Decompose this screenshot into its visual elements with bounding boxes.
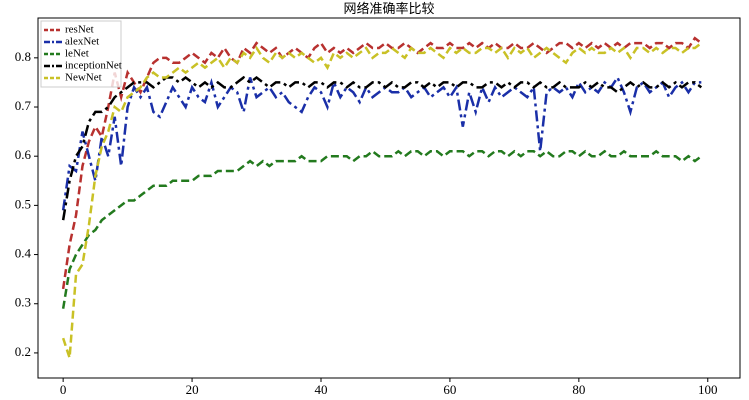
x-tick-label: 60	[443, 382, 456, 397]
chart-title: 网络准确率比较	[343, 1, 434, 16]
y-tick-label: 0.2	[15, 344, 31, 359]
y-tick-label: 0.8	[15, 49, 31, 64]
y-tick-label: 0.6	[15, 147, 32, 162]
legend-box	[40, 20, 122, 88]
legend-label: leNet	[65, 48, 89, 60]
legend-label: inceptionNet	[65, 60, 122, 72]
series-line	[61, 36, 703, 290]
x-tick-label: 20	[186, 382, 199, 397]
series-line	[61, 42, 703, 359]
plot-frame	[37, 17, 741, 379]
legend-label: NewNet	[65, 72, 102, 84]
series-line	[61, 149, 703, 309]
y-tick-label: 0.5	[15, 196, 31, 211]
legend-label: alexNet	[65, 36, 99, 48]
series-line	[61, 75, 703, 221]
x-tick-label: 0	[60, 382, 67, 397]
x-tick-label: 100	[698, 382, 718, 397]
x-tick-label: 80	[572, 382, 585, 397]
legend-label: resNet	[65, 24, 94, 36]
y-tick-label: 0.3	[15, 295, 31, 310]
y-tick-label: 0.7	[15, 98, 32, 113]
y-tick-label: 0.4	[15, 246, 32, 261]
series-line	[61, 74, 702, 211]
x-tick-label: 40	[314, 382, 327, 397]
